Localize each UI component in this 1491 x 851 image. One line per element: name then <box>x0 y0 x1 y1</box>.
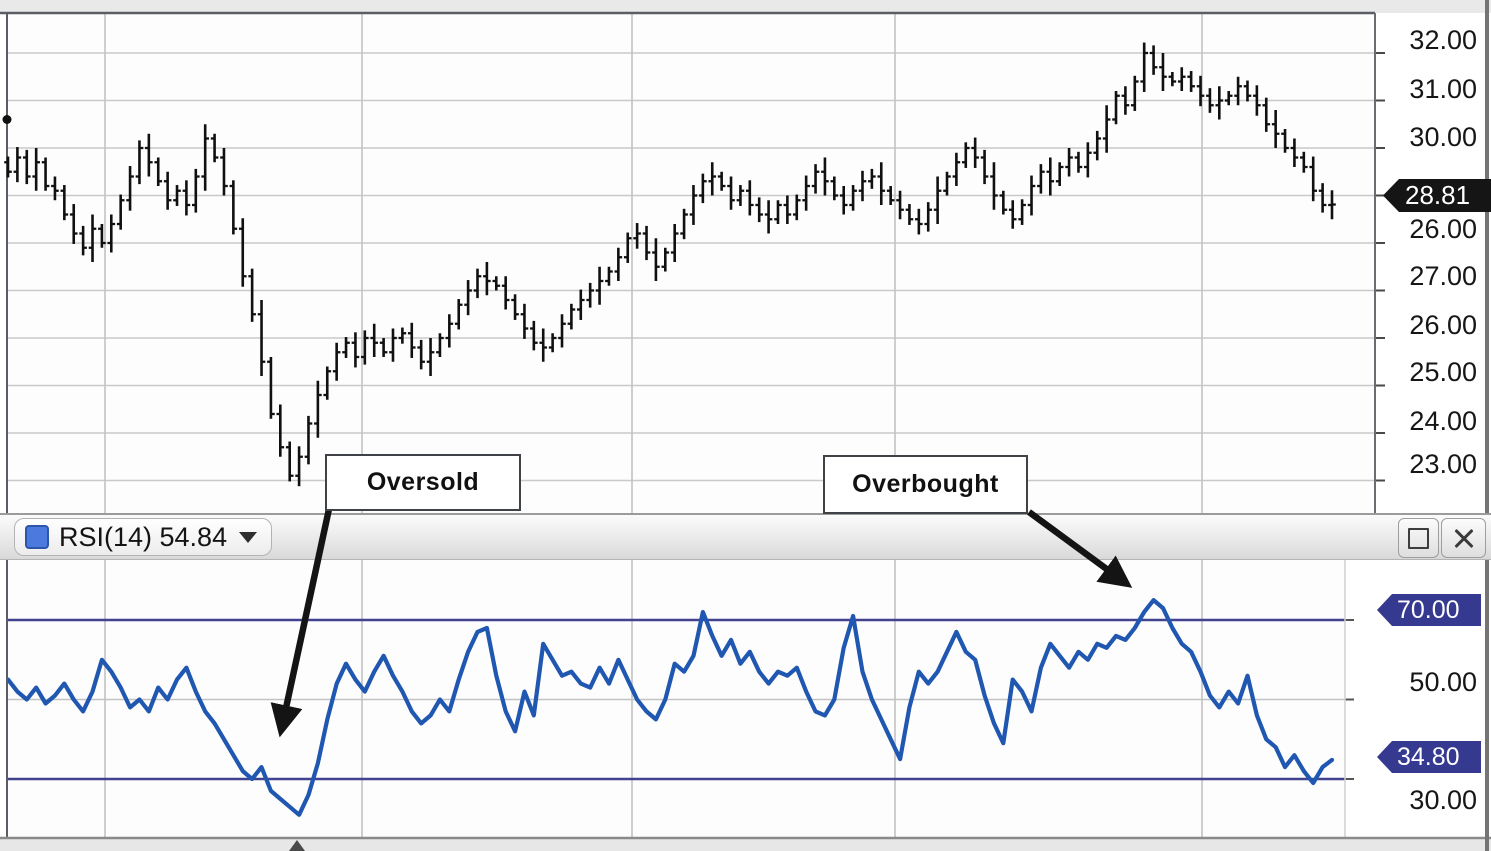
overbought-label: Overbought <box>852 470 999 498</box>
rsi-legend-color-swatch <box>25 525 49 549</box>
oversold-annotation-box: Oversold <box>325 454 521 511</box>
rsi-indicator-label: RSI(14) 54.84 <box>59 521 228 552</box>
price-axis-label: 31.00 <box>1409 74 1477 104</box>
price-axis-label: 26.00 <box>1409 214 1477 244</box>
rsi-level-badge-70: 70.00 <box>1377 594 1481 626</box>
rsi-chart[interactable] <box>0 560 1491 851</box>
caret-down-icon <box>239 531 258 543</box>
price-chart[interactable] <box>0 0 1491 513</box>
rsi-axis-label-50: 50.00 <box>1409 667 1477 697</box>
overbought-annotation-box: Overbought <box>823 455 1028 514</box>
price-axis-label: 25.00 <box>1409 357 1477 387</box>
maximize-icon <box>1408 527 1429 549</box>
maximize-button[interactable] <box>1398 518 1439 558</box>
rsi-value-badge: 34.80 <box>1377 741 1481 773</box>
last-price-badge: 28.81 <box>1383 179 1491 212</box>
close-button[interactable] <box>1441 518 1486 558</box>
price-axis-label: 24.00 <box>1409 406 1477 436</box>
rsi-axis-label-30: 30.00 <box>1409 785 1477 815</box>
price-axis-label: 23.00 <box>1409 449 1477 479</box>
time-axis-marker <box>289 840 305 851</box>
indicator-toolbar: RSI(14) 54.84 <box>0 513 1491 560</box>
price-axis-label: 26.00 <box>1409 310 1477 340</box>
oversold-label: Oversold <box>366 468 480 496</box>
price-axis-label: 32.00 <box>1409 25 1477 55</box>
price-axis-label: 27.00 <box>1409 261 1477 291</box>
close-icon <box>1453 527 1475 549</box>
rsi-indicator-selector[interactable]: RSI(14) 54.84 <box>14 518 273 556</box>
price-axis-label: 30.00 <box>1409 122 1477 152</box>
